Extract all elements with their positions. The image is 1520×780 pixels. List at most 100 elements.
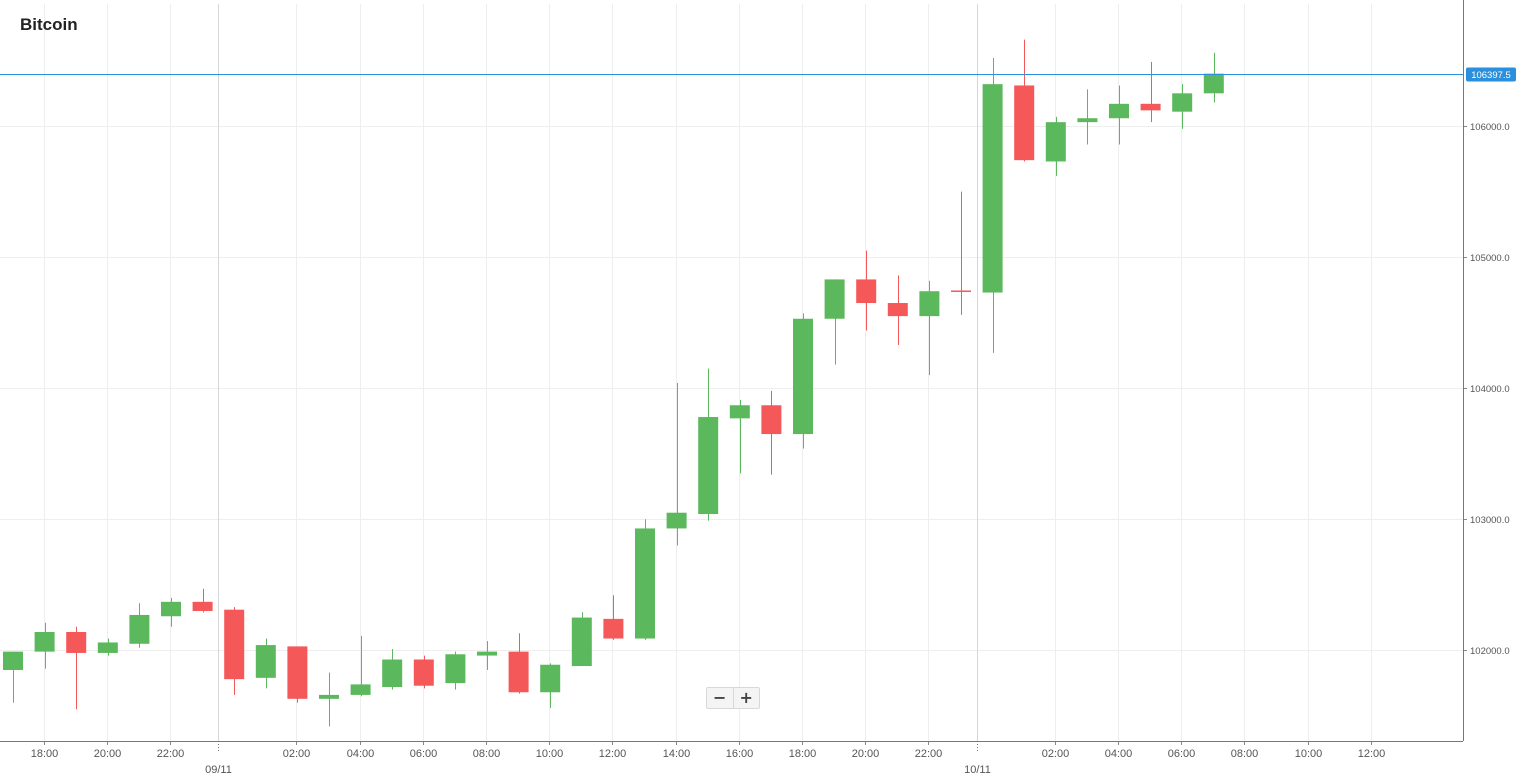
date-label: 09/11 [205, 764, 232, 775]
candle [793, 313, 813, 449]
candle-body [161, 601, 181, 617]
candle [761, 390, 782, 475]
candle [856, 250, 877, 331]
candle [350, 635, 371, 697]
candle [1045, 116, 1066, 176]
candle [887, 275, 908, 345]
candle-body [698, 417, 719, 515]
y-tick-label: 102000.0 [1470, 646, 1510, 657]
candle-body [382, 659, 403, 688]
candle-layer [3, 39, 1224, 727]
candle [603, 595, 624, 640]
candle-body [1109, 103, 1129, 119]
candle [540, 663, 561, 708]
x-tick-label: 06:00 [1168, 748, 1196, 760]
candle [287, 646, 308, 703]
candle-body [856, 279, 877, 304]
candle [698, 368, 719, 521]
candle-body [540, 664, 561, 693]
candle-body [1172, 93, 1193, 112]
x-tick-label: 06:00 [410, 748, 438, 760]
candle [445, 651, 466, 690]
candle [729, 400, 750, 474]
candle [635, 519, 655, 640]
y-tick-label: 103000.0 [1470, 515, 1510, 526]
grid-layer [0, 4, 1463, 741]
candle-body [919, 291, 940, 317]
candle-body [635, 528, 655, 639]
candle-body [477, 651, 497, 656]
candle-body [192, 601, 213, 612]
x-tick-label: 22:00 [915, 748, 943, 760]
candle [666, 382, 687, 546]
candle-body [887, 303, 908, 317]
candle [66, 626, 87, 710]
x-tick-label: 14:00 [663, 748, 691, 760]
x-tick-label: 22:00 [157, 748, 185, 760]
candle-body [761, 405, 782, 435]
candle-body [413, 659, 434, 686]
date-label: 10/11 [964, 764, 991, 775]
candle-body [350, 684, 371, 695]
candle-body [1140, 103, 1161, 111]
candle-body [129, 614, 150, 644]
candle [3, 651, 23, 703]
candle [255, 638, 276, 689]
candle [97, 638, 118, 656]
candle-body [1203, 73, 1224, 94]
candle-body [319, 694, 339, 699]
candle [508, 633, 529, 694]
x-tick-label: 20:00 [94, 748, 122, 760]
x-tick-label: 08:00 [1231, 748, 1259, 760]
zoom-in-button[interactable]: + [732, 688, 760, 708]
candle-body [3, 651, 23, 670]
x-tick-label: 12:00 [599, 748, 627, 760]
x-tick-label: 18:00 [31, 748, 59, 760]
candle [477, 641, 497, 670]
price-layer: 106397.5 [0, 67, 1516, 82]
candle-body [97, 642, 118, 653]
candle [34, 622, 55, 669]
x-tick-label: 18:00 [789, 748, 817, 760]
x-tick-label: 16:00 [726, 748, 754, 760]
candle [319, 672, 339, 727]
candle-body [951, 290, 971, 292]
y-tick-label: 105000.0 [1470, 253, 1510, 264]
x-tick-label: 04:00 [1105, 748, 1133, 760]
x-tick-label: 10:00 [536, 748, 564, 760]
candle [1077, 89, 1098, 145]
x-tick-label: 04:00 [347, 748, 375, 760]
x-tick-label: 12:00 [1358, 748, 1386, 760]
candle-body [224, 609, 245, 680]
candle-body [508, 651, 529, 693]
candle-body [571, 617, 592, 667]
x-tick-label: 10:00 [1295, 748, 1323, 760]
candle-body [982, 84, 1003, 293]
candle-body [66, 631, 87, 653]
candle-body [793, 318, 813, 435]
candle-body [287, 646, 308, 699]
candle-body [603, 618, 624, 639]
candle [982, 57, 1003, 353]
x-tick-label: 08:00 [473, 748, 501, 760]
candle [161, 597, 181, 627]
x-tick-label: 20:00 [852, 748, 880, 760]
candle [192, 588, 213, 613]
zoom-control: − + [706, 687, 760, 709]
x-tick-label: 02:00 [283, 748, 311, 760]
candle-body [1014, 85, 1035, 161]
candle [129, 603, 150, 648]
candle [382, 649, 403, 690]
candle-body [445, 654, 466, 684]
candle [951, 191, 971, 315]
candle [413, 655, 434, 689]
candle-body [666, 512, 687, 529]
candle [1109, 85, 1129, 145]
candle-body [729, 405, 750, 419]
candle [1140, 61, 1161, 123]
zoom-out-button[interactable]: − [713, 688, 727, 707]
candle [571, 612, 592, 667]
